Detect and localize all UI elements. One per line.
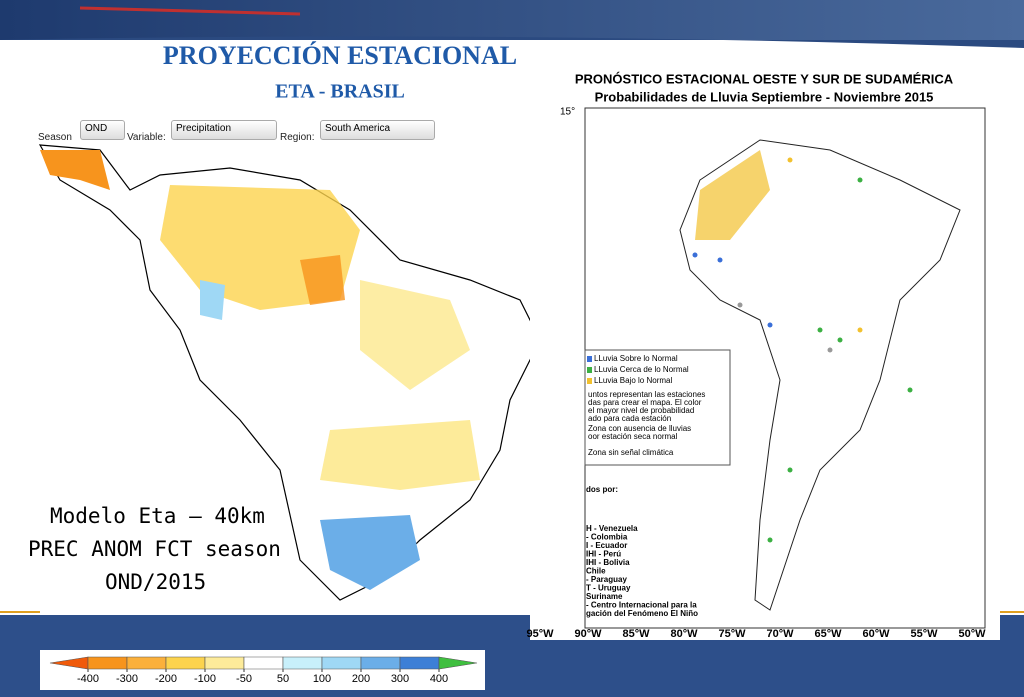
colorbar-segment — [126, 656, 167, 670]
colorbar-tick-label: 400 — [430, 673, 448, 685]
colorbar-tick-label: -300 — [116, 673, 138, 685]
lat-label: 15° — [560, 107, 575, 118]
region-select[interactable]: South America — [320, 120, 435, 140]
legend-label: LLuvia Cerca de lo Normal — [594, 365, 689, 374]
legend-note: Zona con ausencia de lluvias — [588, 424, 691, 433]
colorbar-segment — [282, 656, 323, 670]
legend-swatch — [587, 356, 592, 362]
slide-subtitle: ETA - BRASIL — [275, 81, 405, 103]
top-band — [0, 0, 1024, 40]
source-entry: IHI - Perú — [586, 550, 621, 559]
map-subtitle: Probabilidades de Lluvia Septiembre - No… — [595, 89, 934, 104]
sources-title: dos por: — [586, 485, 618, 494]
legend-box — [584, 349, 731, 466]
legend-note: untos representan las estaciones — [588, 390, 705, 399]
colorbar-tick-label: -200 — [155, 673, 177, 685]
lon-label: 60°W — [862, 628, 890, 640]
source-entry: gación del Fenómeno El Niño — [586, 609, 698, 618]
source-entry: Chile — [586, 567, 606, 576]
source-entry: - Paraguay — [586, 575, 627, 584]
slide-title: PROYECCIÓN ESTACIONAL — [163, 41, 517, 70]
colorbar-tick-label: -50 — [236, 673, 252, 685]
map-title: PRONÓSTICO ESTACIONAL OESTE Y SUR DE SUD… — [575, 71, 954, 86]
control-label: Region: — [280, 132, 315, 143]
colorbar-segment — [243, 656, 284, 670]
variable-select[interactable]: Precipitation — [171, 120, 277, 140]
colorbar-tick-label: 100 — [313, 673, 331, 685]
source-entry: I - Ecuador — [586, 541, 627, 550]
lon-label: 85°W — [622, 628, 650, 640]
legend-note: ado para cada estación — [588, 414, 671, 423]
colorbar-segment — [438, 656, 478, 670]
legend-label: LLuvia Sobre lo Normal — [594, 354, 678, 363]
legend-note: oor estación seca normal — [588, 432, 678, 441]
legend-note: das para crear el mapa. El color — [588, 398, 702, 407]
source-entry: - Centro Internacional para la — [586, 601, 697, 610]
colorbar-tick-label: 50 — [277, 673, 289, 685]
lon-label: 75°W — [718, 628, 746, 640]
lon-label: 55°W — [910, 628, 938, 640]
colorbar-tick-label: -100 — [194, 673, 216, 685]
source-entry: Suriname — [586, 592, 623, 601]
continent-outline — [679, 139, 961, 611]
source-entry: H - Venezuela — [586, 524, 638, 533]
colorbar-segment — [360, 656, 401, 670]
legend-note: el mayor nivel de probabilidad — [588, 406, 694, 415]
lon-label: 70°W — [766, 628, 794, 640]
lon-label: 50°W — [958, 628, 986, 640]
colorbar-segment — [204, 656, 245, 670]
legend-swatch — [587, 367, 592, 373]
lon-label: 80°W — [670, 628, 698, 640]
control-label: Season — [38, 132, 72, 143]
colorbar-segment — [165, 656, 206, 670]
source-entry: T - Uruguay — [586, 584, 631, 593]
season-select[interactable]: OND — [80, 120, 125, 140]
colorbar-tick-label: -400 — [77, 673, 99, 685]
legend-note: Zona sin señal climática — [588, 448, 674, 457]
caption-line: OND/2015 — [105, 570, 206, 594]
lon-label: 90°W — [574, 628, 602, 640]
caption-line: PREC ANOM FCT season — [28, 537, 281, 561]
source-entry: - Colombia — [586, 533, 628, 542]
colorbar-segment — [321, 656, 362, 670]
source-entry: IHI - Bolivia — [586, 558, 630, 567]
control-label: Variable: — [127, 132, 166, 143]
lon-label: 95°W — [526, 628, 554, 640]
caption-line: Modelo Eta – 40km — [50, 504, 265, 528]
colorbar-tick-label: 200 — [352, 673, 370, 685]
colorbar-tick-label: 300 — [391, 673, 409, 685]
legend-label: LLuvia Bajo lo Normal — [594, 376, 672, 385]
colorbar-segment — [399, 656, 440, 670]
legend-swatch — [587, 378, 592, 384]
colorbar-segment — [87, 656, 128, 670]
lon-label: 65°W — [814, 628, 842, 640]
